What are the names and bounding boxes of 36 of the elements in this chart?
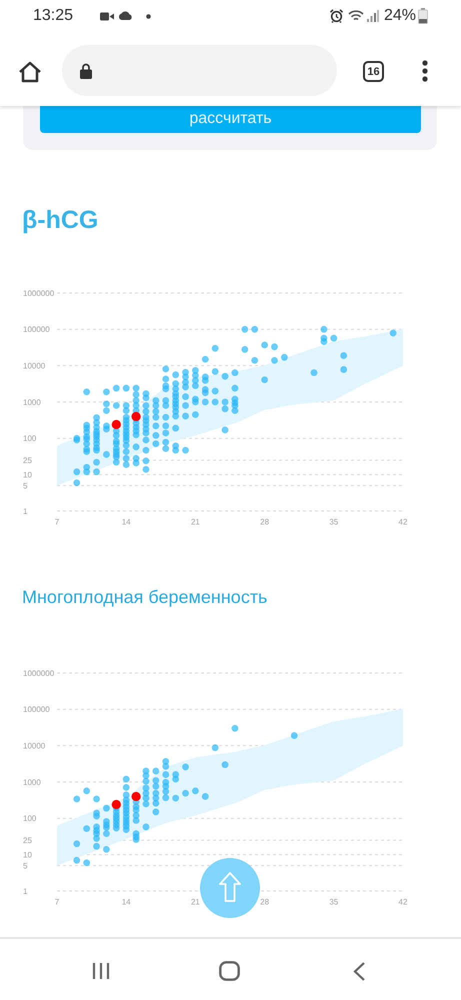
x-tick-label: 28 <box>260 898 270 907</box>
y-tick-label: 100 <box>23 434 37 444</box>
y-tick-label: 1000 <box>23 778 42 787</box>
y-tick-label: 5 <box>23 481 28 490</box>
y-tick-label: 100000 <box>23 325 50 334</box>
x-tick-label: 7 <box>54 518 60 527</box>
y-tick-label: 5 <box>23 861 28 870</box>
chart-title: β-hCG <box>22 206 98 234</box>
text: 13:25 <box>33 7 74 24</box>
text: 16 <box>367 66 380 78</box>
x-tick-label: 14 <box>122 518 132 527</box>
x-tick-label: 35 <box>329 518 339 527</box>
x-tick-label: 14 <box>122 898 132 907</box>
x-tick-label: 21 <box>190 898 200 907</box>
x-tick-label: 42 <box>398 898 408 907</box>
y-tick-label: 10 <box>23 850 32 860</box>
y-tick-label: 1000 <box>23 398 42 407</box>
y-tick-label: 100000 <box>23 705 50 714</box>
text: рассчитать <box>189 110 272 128</box>
y-tick-label: 100 <box>23 814 37 824</box>
text: 24% <box>384 7 416 24</box>
y-tick-label: 1 <box>23 506 28 516</box>
y-tick-label: 25 <box>23 456 32 466</box>
x-tick-label: 21 <box>190 518 200 527</box>
x-tick-label: 7 <box>54 898 60 907</box>
y-tick-label: 10 <box>23 470 32 480</box>
x-tick-label: 28 <box>260 518 270 527</box>
y-tick-label: 1000000 <box>23 668 55 678</box>
y-tick-label: 1000000 <box>23 288 55 298</box>
y-tick-label: 10000 <box>23 361 46 370</box>
y-tick-label: 1 <box>23 886 28 896</box>
x-tick-label: 42 <box>398 518 408 527</box>
x-tick-label: 35 <box>329 898 339 907</box>
y-tick-label: 10000 <box>23 741 46 750</box>
chart-title: Многоплодная беременность <box>22 587 268 607</box>
y-tick-label: 25 <box>23 836 32 846</box>
